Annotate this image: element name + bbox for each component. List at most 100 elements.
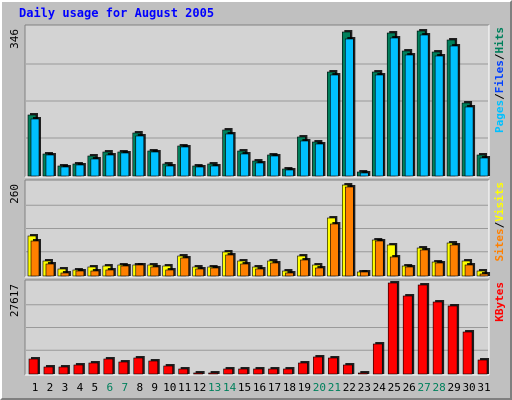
sites-bar: [240, 263, 249, 277]
legend-sites: Sites: [493, 228, 506, 261]
day-label: 19: [298, 381, 311, 394]
files-bar: [135, 135, 145, 177]
files-bar: [240, 153, 249, 177]
files-bar: [374, 74, 384, 177]
day-label: 22: [343, 381, 356, 394]
kbytes-bar: [58, 366, 69, 375]
day-label: 1: [32, 381, 39, 394]
y-max-label: 260: [8, 184, 21, 204]
day-label: 24: [373, 381, 387, 394]
files-bar: [449, 45, 459, 177]
day-label: 7: [121, 381, 128, 394]
sites-bar: [315, 267, 324, 277]
day-label: 3: [62, 381, 69, 394]
sites-bar: [434, 262, 444, 277]
day-label: 29: [447, 381, 460, 394]
files-bar: [270, 155, 279, 177]
kbytes-bar: [432, 301, 443, 375]
files-bar: [255, 162, 264, 177]
sites-bar: [330, 223, 339, 277]
legend-separator: /: [493, 221, 506, 228]
day-label: 23: [358, 381, 371, 394]
sites-bar: [419, 249, 429, 277]
sites-bar: [255, 268, 264, 277]
legend-separator: /: [493, 53, 506, 60]
day-label: 2: [47, 381, 54, 394]
kbytes-legend: KBytes: [493, 282, 506, 322]
legend-kbytes: KBytes: [493, 282, 506, 322]
traffic-legend: Pages/Files/Hits: [493, 27, 506, 133]
legend-pages: Pages: [493, 100, 506, 133]
files-bar: [434, 55, 444, 177]
kbytes-bar: [43, 366, 54, 375]
sites-bar: [150, 266, 160, 277]
files-bar: [479, 157, 489, 177]
files-bar: [90, 158, 100, 177]
kbytes-bar: [118, 361, 129, 375]
kbytes-bar: [462, 331, 473, 375]
day-label: 28: [433, 381, 446, 394]
files-bar: [195, 166, 204, 177]
files-bar: [359, 172, 369, 177]
sites-bar: [120, 265, 130, 277]
sites-bar: [225, 254, 234, 277]
day-label: 17: [268, 381, 281, 394]
kbytes-bar: [298, 362, 308, 375]
sites-bar: [210, 267, 219, 277]
legend-files: Files: [493, 60, 506, 93]
sites-bar: [449, 244, 459, 277]
files-bar: [45, 154, 55, 177]
day-label: 4: [77, 381, 84, 394]
kbytes-bar: [193, 372, 203, 375]
day-label: 9: [151, 381, 158, 394]
sites-bar: [374, 240, 384, 277]
day-label: 11: [178, 381, 191, 394]
day-label: 25: [388, 381, 401, 394]
legend-separator: /: [493, 93, 506, 100]
files-bar: [165, 165, 175, 177]
sites-bar: [180, 257, 189, 277]
files-bar: [210, 165, 219, 177]
kbytes-bar: [238, 368, 248, 375]
day-label: 18: [283, 381, 296, 394]
y-max-label: 27617: [8, 284, 21, 317]
files-bar: [300, 140, 309, 177]
kbytes-bar: [447, 305, 458, 375]
day-label: 13: [208, 381, 221, 394]
day-label: 5: [92, 381, 99, 394]
kbytes-bar: [103, 358, 114, 375]
kbytes-bar-shadow: [210, 371, 220, 374]
kbytes-bar: [73, 364, 84, 375]
sites-bar: [195, 268, 204, 277]
files-bar: [150, 151, 160, 177]
day-label: 26: [403, 381, 416, 394]
kbytes-bar: [268, 368, 278, 375]
sites-bar: [404, 266, 414, 277]
day-label: 15: [238, 381, 251, 394]
kbytes-bar-shadow: [195, 371, 205, 374]
sites-bar: [30, 240, 40, 277]
kbytes-bar: [372, 343, 383, 375]
kbytes-bar: [402, 295, 413, 375]
sites-bar: [464, 264, 474, 277]
sites-bar: [60, 272, 70, 277]
legend-visits: Visits: [493, 182, 506, 222]
kbytes-bar: [328, 357, 338, 375]
chart-title: Daily usage for August 2005: [19, 6, 215, 20]
files-bar: [285, 169, 294, 177]
sites-bar: [45, 263, 55, 277]
files-bar: [60, 166, 70, 177]
files-bar: [404, 54, 414, 177]
files-bar: [105, 154, 115, 177]
kbytes-bar: [148, 360, 159, 375]
kbytes-bar: [208, 372, 218, 375]
day-label: 10: [163, 381, 176, 394]
files-bar: [315, 143, 324, 177]
day-label: 6: [107, 381, 114, 394]
sites-bar: [359, 271, 369, 277]
files-bar: [120, 152, 130, 177]
